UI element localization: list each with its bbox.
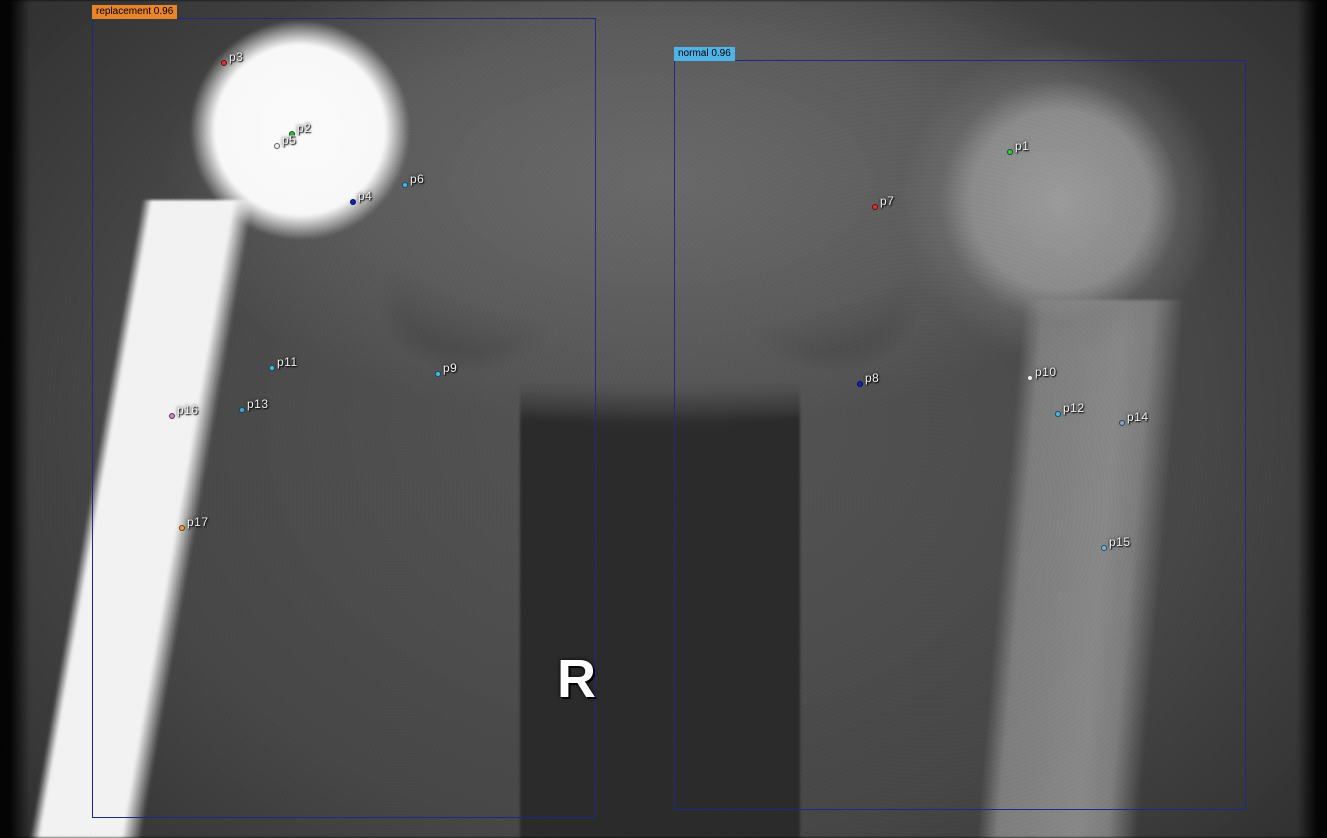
viewer-canvas[interactable]: replacement 0.96normal 0.96p1p2p3p4p5p6p… [0, 0, 1327, 838]
annotation-overlay: replacement 0.96normal 0.96p1p2p3p4p5p6p… [0, 0, 1327, 838]
detection-label-normal: normal 0.96 [674, 47, 735, 61]
detection-box-replacement[interactable]: replacement 0.96 [92, 18, 596, 818]
side-marker: R [557, 648, 596, 710]
detection-box-normal[interactable]: normal 0.96 [674, 60, 1246, 810]
detection-label-replacement: replacement 0.96 [92, 5, 177, 19]
